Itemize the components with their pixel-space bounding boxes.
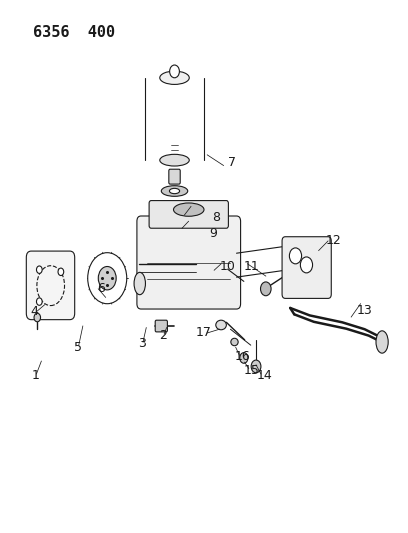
- FancyBboxPatch shape: [282, 237, 331, 298]
- Ellipse shape: [161, 185, 188, 196]
- Text: 1: 1: [31, 369, 39, 382]
- Circle shape: [251, 360, 261, 373]
- Text: 9: 9: [209, 227, 217, 240]
- Circle shape: [300, 257, 313, 273]
- Text: 12: 12: [326, 235, 341, 247]
- Circle shape: [170, 65, 180, 78]
- Text: 14: 14: [256, 369, 272, 382]
- Text: 17: 17: [195, 326, 211, 340]
- Text: 7: 7: [228, 156, 236, 169]
- Text: 6: 6: [98, 282, 106, 295]
- Ellipse shape: [160, 155, 189, 166]
- Text: 11: 11: [244, 260, 260, 273]
- Ellipse shape: [169, 188, 180, 193]
- Text: 6356  400: 6356 400: [33, 25, 115, 39]
- Text: 10: 10: [220, 260, 235, 273]
- Text: 8: 8: [212, 211, 220, 224]
- Circle shape: [58, 268, 64, 276]
- Circle shape: [36, 266, 42, 273]
- FancyBboxPatch shape: [155, 320, 167, 332]
- Circle shape: [36, 298, 42, 305]
- Text: 15: 15: [244, 364, 260, 377]
- Circle shape: [98, 266, 116, 290]
- FancyBboxPatch shape: [137, 216, 241, 309]
- Circle shape: [34, 313, 40, 322]
- Text: 2: 2: [160, 329, 167, 342]
- Circle shape: [261, 282, 271, 296]
- Ellipse shape: [376, 331, 388, 353]
- Text: 3: 3: [138, 337, 146, 350]
- Ellipse shape: [160, 71, 189, 84]
- Text: 13: 13: [357, 304, 373, 317]
- FancyBboxPatch shape: [149, 200, 228, 228]
- Circle shape: [289, 248, 302, 264]
- FancyBboxPatch shape: [26, 251, 75, 320]
- Ellipse shape: [231, 338, 238, 346]
- Circle shape: [240, 353, 248, 364]
- Ellipse shape: [216, 320, 226, 330]
- Text: 5: 5: [74, 341, 82, 354]
- Ellipse shape: [134, 272, 145, 295]
- Text: 4: 4: [30, 305, 38, 318]
- Text: 16: 16: [235, 350, 251, 364]
- FancyBboxPatch shape: [169, 169, 180, 184]
- Ellipse shape: [173, 203, 204, 216]
- Circle shape: [88, 253, 127, 304]
